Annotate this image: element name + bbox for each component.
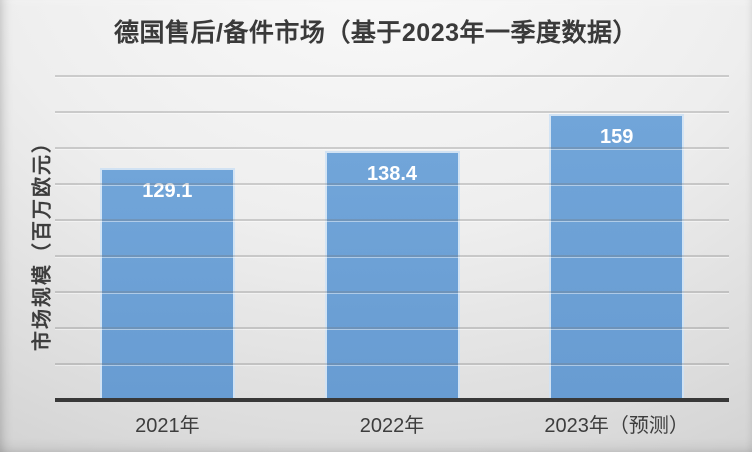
bar-value-label: 129.1 (142, 179, 193, 202)
gridline (55, 255, 729, 257)
plot-area: 129.1 138.4 159 (55, 75, 729, 402)
bar-value-label: 159 (599, 125, 634, 148)
bar: 129.1 (99, 167, 235, 400)
x-axis-line (55, 398, 729, 402)
y-axis-title: 市场规模（百万欧元） (31, 131, 54, 351)
gridline (55, 219, 729, 221)
gridline (55, 327, 729, 329)
x-tick-label: 2023年（预测） (544, 415, 689, 437)
x-tick-label: 2022年 (359, 415, 425, 437)
gridline (55, 111, 729, 113)
bar: 159 (549, 113, 685, 400)
gridline (55, 291, 729, 293)
gridline (55, 147, 729, 149)
x-tick-label: 2021年 (135, 415, 200, 437)
gridline (55, 183, 729, 185)
gridline (55, 75, 729, 77)
bar-value-label: 138.4 (366, 162, 418, 185)
bar: 138.4 (324, 150, 460, 400)
chart-title: 德国售后/备件市场（基于2023年一季度数据） (113, 19, 639, 47)
gridline (55, 363, 729, 365)
